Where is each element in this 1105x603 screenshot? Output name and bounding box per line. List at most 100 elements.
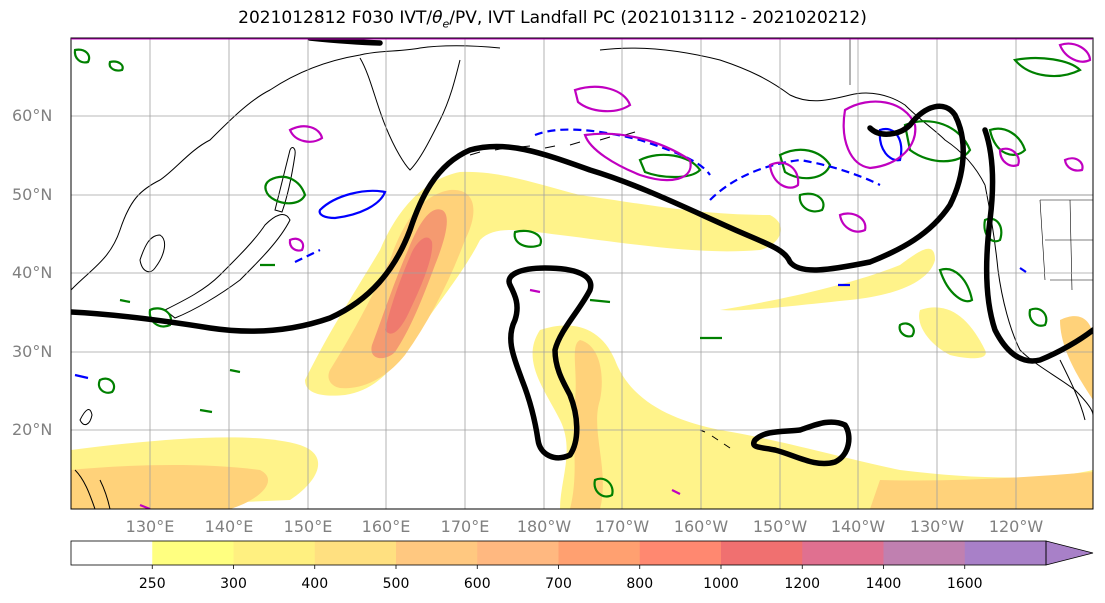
lat-label-50n: 50°N xyxy=(12,185,53,204)
magenta-contour xyxy=(288,125,324,143)
theta-e-contour xyxy=(878,127,903,162)
colorbar-tick-label: 300 xyxy=(220,576,247,592)
lat-label-30n: 30°N xyxy=(12,342,53,361)
pv-contour xyxy=(119,263,275,414)
colorbar-cell xyxy=(639,541,722,565)
pv-contour xyxy=(638,153,702,179)
lon-label-120w: 120°W xyxy=(988,517,1044,536)
title-theta-symbol: θ xyxy=(432,8,443,28)
pv-contours-green xyxy=(73,48,1082,498)
colorbar-cell xyxy=(721,541,803,565)
pv-contour xyxy=(589,298,915,340)
colorbar-cell xyxy=(477,541,559,565)
taiwan-coast xyxy=(79,409,93,426)
pv-contour xyxy=(264,175,307,205)
coastlines xyxy=(71,38,1093,509)
colorbar-tick-label: 1600 xyxy=(946,576,983,592)
ivt-shading xyxy=(71,171,1093,509)
magenta-contour xyxy=(768,161,800,189)
colorbar-cell xyxy=(233,541,316,565)
pv-contour xyxy=(97,377,116,394)
ivt-coastal-band xyxy=(919,307,986,359)
pc-contour-loop xyxy=(506,265,594,461)
colorbar-tick-label: 1000 xyxy=(703,576,739,592)
colorbar-ticks xyxy=(151,565,966,569)
ivt-central-pacific-east xyxy=(870,472,1093,509)
chart-title: 2021012812 F030 IVT/θe/PV, IVT Landfall … xyxy=(0,8,1105,30)
title-text-prefix: 2021012812 F030 IVT/ xyxy=(238,8,433,28)
ivt-central-pacific xyxy=(532,325,1093,509)
pv-contour xyxy=(513,229,543,248)
lon-label-130w: 130°W xyxy=(909,517,965,536)
colorbar-cell xyxy=(396,541,478,565)
lon-label-150e: 150°E xyxy=(283,517,333,536)
pc-contour-east xyxy=(982,127,1093,364)
colorbar-cell xyxy=(314,541,397,565)
kamchatka-coast xyxy=(359,57,461,171)
pv-contour xyxy=(983,217,1003,243)
lon-label-160e: 160°E xyxy=(361,517,411,536)
lon-label-180w: 180°W xyxy=(516,517,572,536)
pc-contour-main xyxy=(71,103,966,334)
ivt-northeast-band xyxy=(720,248,935,311)
pv-contour xyxy=(108,60,124,72)
colorbar-tick-label: 1400 xyxy=(865,576,902,592)
title-theta-subscript: e xyxy=(442,17,450,31)
pv-contour xyxy=(938,267,974,303)
lon-label-140w: 140°W xyxy=(830,517,886,536)
colorbar-cell xyxy=(883,541,966,565)
colorbar-cell xyxy=(558,541,641,565)
colorbar-tick-label: 500 xyxy=(382,576,410,592)
magenta-contour xyxy=(583,132,692,182)
pc-contours-black xyxy=(71,38,1093,467)
pv-contour xyxy=(593,477,614,498)
colorbar-cell xyxy=(802,541,884,565)
magenta-contour xyxy=(838,212,867,233)
colorbar-tick-label: 800 xyxy=(626,576,654,592)
ivt-tropical-mid xyxy=(71,465,269,509)
colorbar-cell xyxy=(152,541,234,565)
ivt-central-pacific-mid xyxy=(570,340,603,509)
pv-contour xyxy=(798,192,825,213)
colorbar-cell xyxy=(964,541,1047,565)
magenta-contour xyxy=(1063,157,1084,172)
colorbar-tick-label: 250 xyxy=(138,576,166,592)
colorbar-cells xyxy=(71,541,1047,565)
korea-coast xyxy=(139,234,166,273)
pv-contour xyxy=(903,120,972,163)
magenta-contour xyxy=(139,288,681,509)
lat-label-40n: 40°N xyxy=(12,263,53,282)
colorbar-tick-label: 600 xyxy=(463,576,491,592)
colorbar-cell xyxy=(71,541,153,565)
pv-contour xyxy=(1012,56,1082,77)
alaska-coast xyxy=(599,47,986,186)
colorbar-extend-arrow xyxy=(1045,540,1094,566)
theta-e-contour xyxy=(534,128,711,176)
japan-coast xyxy=(164,214,291,319)
pv-contour xyxy=(778,148,832,180)
pv-contour xyxy=(1028,307,1048,327)
pc-contour-south xyxy=(751,419,852,467)
pv-contours-magenta xyxy=(139,42,1092,509)
magenta-contour xyxy=(1058,42,1092,63)
theta-e-contours-blue xyxy=(74,127,1027,380)
theta-e-contour xyxy=(294,249,321,263)
theta-e-contour xyxy=(709,158,881,201)
pv-contour xyxy=(988,127,1027,156)
lon-label-170w: 170°W xyxy=(594,517,650,536)
sakhalin-coast xyxy=(274,147,296,213)
title-text-suffix: /PV, IVT Landfall PC (2021013112 - 20210… xyxy=(449,8,867,28)
magenta-contour xyxy=(288,237,305,252)
colorbar-tick-label: 400 xyxy=(301,576,329,592)
magenta-contour xyxy=(998,147,1020,167)
map-frame xyxy=(70,37,1094,510)
lon-label-170e: 170°E xyxy=(440,517,490,536)
lon-label-130e: 130°E xyxy=(125,517,175,536)
lon-label-160w: 160°W xyxy=(673,517,729,536)
graticule xyxy=(71,38,1093,509)
lon-label-150w: 150°W xyxy=(752,517,808,536)
magenta-contour xyxy=(842,100,917,170)
na-west-coast xyxy=(984,184,1093,416)
